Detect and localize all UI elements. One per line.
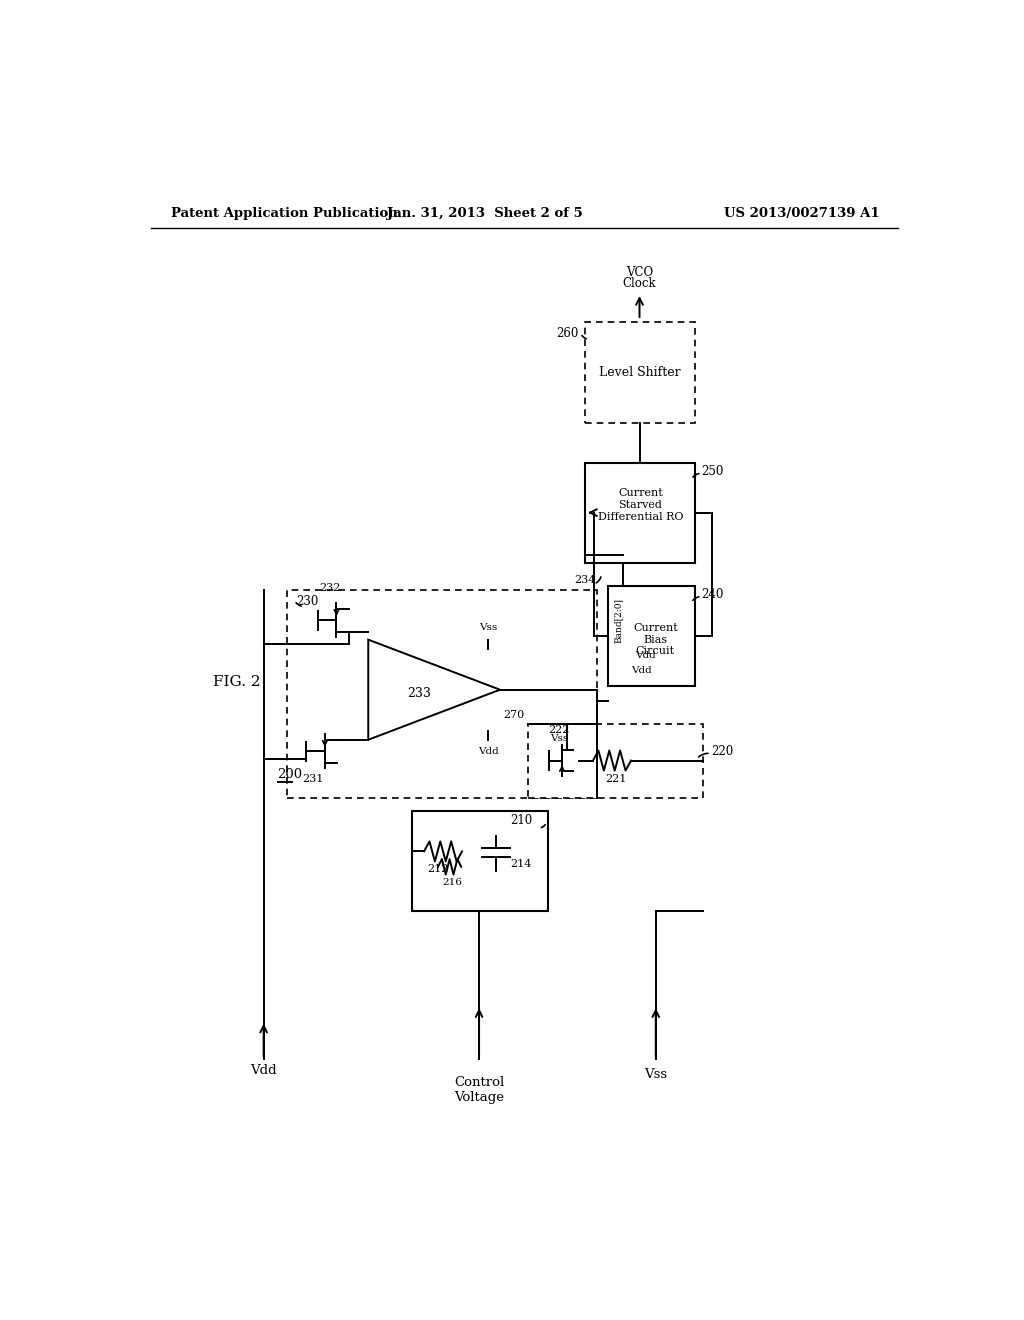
Text: 240: 240 xyxy=(701,589,724,602)
Text: 232: 232 xyxy=(318,583,340,594)
Text: Jan. 31, 2013  Sheet 2 of 5: Jan. 31, 2013 Sheet 2 of 5 xyxy=(387,207,583,220)
Text: Voltage: Voltage xyxy=(454,1092,504,1105)
Text: FIG. 2: FIG. 2 xyxy=(213,675,261,689)
Text: 221: 221 xyxy=(605,775,627,784)
Text: Current
Starved
Differential RO: Current Starved Differential RO xyxy=(598,488,683,521)
Text: 214: 214 xyxy=(510,859,531,870)
Text: Vdd: Vdd xyxy=(635,651,655,660)
Text: 260: 260 xyxy=(557,327,579,341)
Text: Vdd: Vdd xyxy=(631,667,651,675)
Text: 250: 250 xyxy=(701,465,724,478)
Bar xyxy=(287,590,597,797)
Text: 270: 270 xyxy=(503,710,524,721)
Text: 200: 200 xyxy=(278,768,303,781)
Text: 222: 222 xyxy=(548,725,569,735)
Bar xyxy=(586,462,695,562)
Text: 234: 234 xyxy=(573,574,595,585)
Text: Patent Application Publication: Patent Application Publication xyxy=(171,207,397,220)
Text: Clock: Clock xyxy=(623,277,656,290)
Text: VCO: VCO xyxy=(626,265,653,279)
Text: Band[2:0]: Band[2:0] xyxy=(613,598,623,643)
Text: 233: 233 xyxy=(407,686,430,700)
Text: 220: 220 xyxy=(711,744,733,758)
Bar xyxy=(413,812,548,911)
Text: Current
Bias
Circuit: Current Bias Circuit xyxy=(633,623,678,656)
Text: 216: 216 xyxy=(442,878,462,887)
Text: US 2013/0027139 A1: US 2013/0027139 A1 xyxy=(724,207,880,220)
Text: 230: 230 xyxy=(296,594,318,607)
Text: Vdd: Vdd xyxy=(478,747,499,756)
Text: Vss: Vss xyxy=(550,734,568,743)
Text: 231: 231 xyxy=(302,775,324,784)
Text: Control: Control xyxy=(454,1076,504,1089)
Bar xyxy=(607,586,695,686)
Text: 210: 210 xyxy=(510,814,532,828)
Text: Vss: Vss xyxy=(479,623,498,632)
Text: Vdd: Vdd xyxy=(250,1064,276,1077)
Text: Vss: Vss xyxy=(644,1068,668,1081)
Text: 212: 212 xyxy=(427,863,449,874)
Bar xyxy=(528,725,703,797)
Text: Level Shifter: Level Shifter xyxy=(599,366,681,379)
Bar xyxy=(586,322,695,422)
